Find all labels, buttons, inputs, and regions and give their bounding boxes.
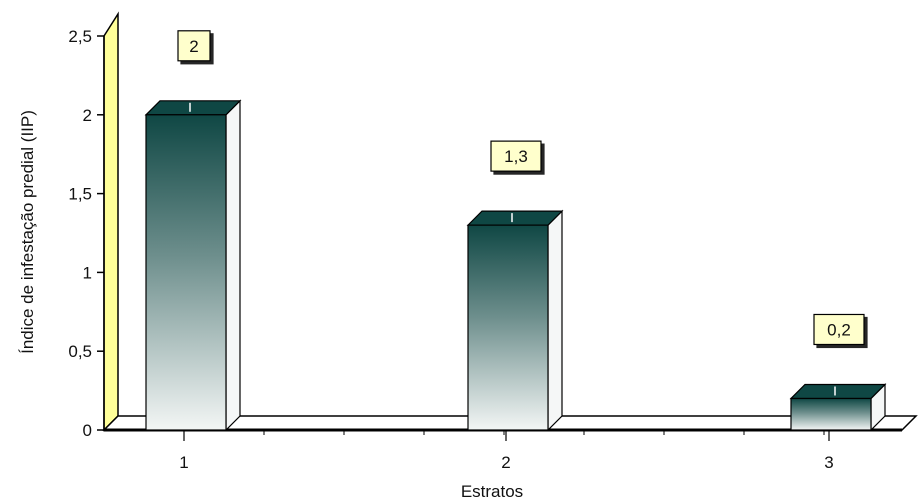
y-tick-label: 0 [83,421,92,440]
y-tick-label: 1,5 [68,185,92,204]
data-label-text: 1,3 [504,147,528,166]
data-label-box [813,313,865,346]
data-label-box [177,30,211,62]
bar-top-face [144,100,242,116]
bar-top-face [789,383,887,400]
x-axis-tick-labels: 1 2 3 [179,430,834,472]
x-tick-label: 3 [824,453,833,472]
bar [789,383,887,432]
data-label: 2 [177,30,211,62]
data-label: 0,2 [813,313,865,346]
y-tick-label: 2 [83,106,92,125]
x-axis-title: Estratos [461,482,523,501]
bar-top-face [466,210,564,226]
x-tick-label: 2 [501,453,510,472]
bars [144,99,887,432]
y-tick-label: 0,5 [68,342,92,361]
bar-side-face [547,209,563,432]
side-wall [103,11,119,432]
data-label-box [490,140,542,172]
bar [466,209,564,432]
data-label-text: 0,2 [827,320,851,339]
data-label: 1,3 [490,140,542,172]
y-tick-label: 1 [83,263,92,282]
bar-front-face [145,114,227,431]
bar-front-face [467,224,549,431]
x-tick-label: 1 [179,453,188,472]
bar-side-face [225,99,241,432]
y-tick-label: 2,5 [68,27,92,46]
data-label-text: 2 [189,37,198,56]
bar [144,99,242,432]
data-labels: 2 1,3 0,2 [177,30,865,346]
bar-front-face [790,397,872,431]
y-axis-title: Índice de infestação predial (IIP) [18,110,37,354]
y-axis-ticks: 0 0,5 1 1,5 2 2,5 [68,27,104,440]
